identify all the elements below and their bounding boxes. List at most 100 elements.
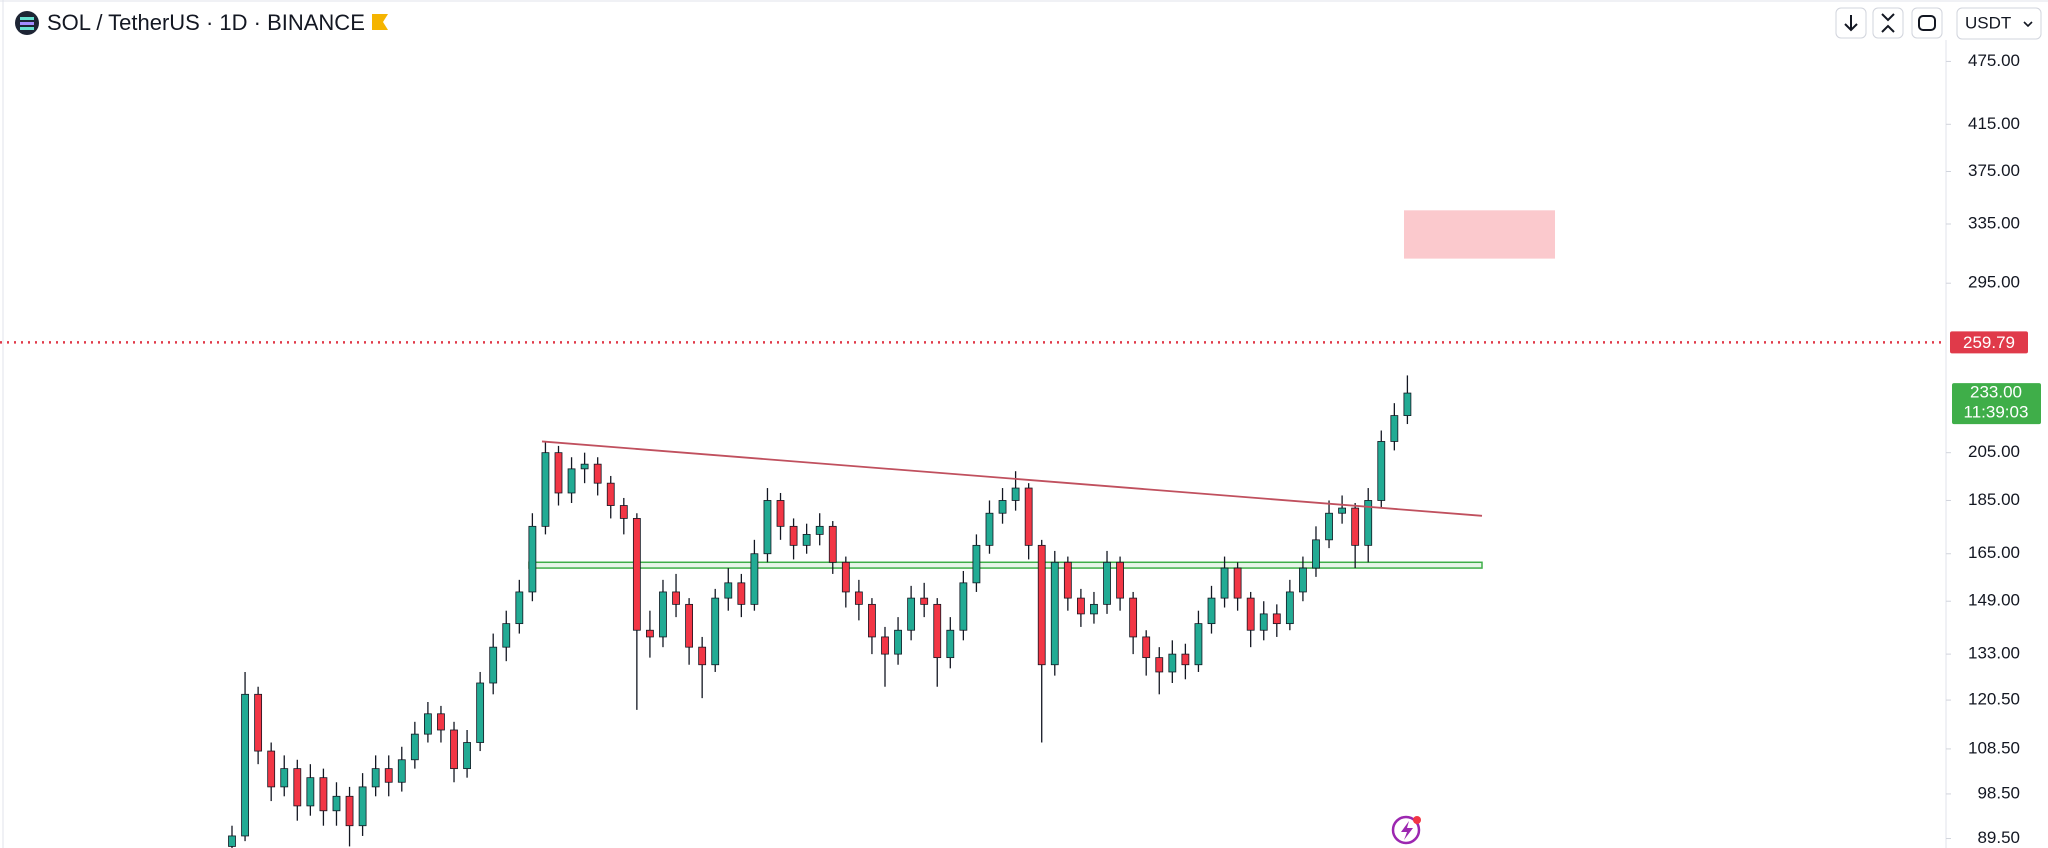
last-price-label-bg [1952, 383, 2041, 425]
candle-body [580, 463, 589, 470]
y-tick-label: 98.50 [1977, 783, 2020, 802]
collapse-button[interactable] [1872, 7, 1904, 39]
candle-body [358, 786, 367, 827]
candle-body [1364, 500, 1373, 546]
currency-label: USDT [1965, 13, 2011, 32]
candle-body [1037, 544, 1046, 666]
candle-body [646, 629, 654, 638]
candle-body [1220, 567, 1229, 599]
candle-body [724, 582, 733, 599]
candle-body [841, 561, 850, 593]
y-tick-label: 120.50 [1968, 690, 2020, 709]
candle-body [528, 525, 537, 593]
candle-body [619, 505, 628, 519]
y-tick-label: 185.00 [1968, 490, 2020, 509]
candle-body [1259, 613, 1268, 631]
y-tick-label: 375.00 [1968, 161, 2020, 180]
candle-body [972, 544, 981, 584]
candle-body [815, 525, 824, 535]
candle-body [1285, 591, 1294, 625]
y-tick-label: 335.00 [1968, 213, 2020, 232]
candle-body [371, 768, 380, 788]
candle-body [1194, 623, 1203, 666]
y-tick-label: 89.50 [1977, 828, 2020, 847]
candle-body [1351, 507, 1360, 546]
candle-body [332, 795, 341, 812]
y-tick-label: 415.00 [1968, 114, 2020, 133]
candle-body [293, 768, 302, 807]
candle-body [606, 482, 615, 506]
candle-body [1011, 487, 1020, 501]
candle-body [397, 759, 406, 783]
candle-body [319, 777, 328, 812]
candle-body [1155, 657, 1164, 673]
candle-body [541, 452, 550, 527]
candle-body [554, 452, 563, 494]
candle-body [1246, 597, 1255, 631]
candle-body [1103, 561, 1111, 605]
candle-body [685, 603, 693, 648]
candle-body [1077, 597, 1085, 615]
candle-body [502, 623, 511, 648]
candle-body [1090, 603, 1098, 615]
candle-body [489, 646, 498, 684]
candle-body [776, 500, 785, 527]
alert-label: 259.79 [1963, 333, 2015, 352]
candle-body [737, 582, 746, 605]
candle-body [1299, 567, 1307, 593]
y-tick-label: 149.00 [1968, 591, 2020, 610]
candle-body [254, 693, 263, 752]
candle-body [632, 518, 641, 631]
candle-body [567, 468, 576, 494]
candle-body [1377, 441, 1386, 501]
candle-body [476, 682, 485, 743]
candle-body [920, 597, 929, 605]
candle-body [1338, 507, 1346, 514]
candle-body [1168, 653, 1177, 673]
candle-body [463, 742, 471, 770]
candle-body [946, 629, 955, 659]
scroll-down-button[interactable] [1835, 7, 1867, 39]
last-price-label: 233.00 [1970, 383, 2022, 402]
candle-body [959, 582, 968, 631]
refresh-button[interactable] [1911, 7, 1943, 39]
candle-body [998, 500, 1007, 514]
symbol-icon [15, 11, 39, 35]
support-zone [528, 561, 1483, 569]
candle-body [1390, 415, 1399, 442]
y-tick-label: 295.00 [1968, 273, 2020, 292]
candle-body [280, 768, 289, 788]
candle-body [1403, 392, 1412, 416]
chart-title: SOL / TetherUS · 1D · BINANCE [47, 10, 365, 35]
y-tick-label: 133.00 [1968, 644, 2020, 663]
candle-body [1050, 561, 1059, 666]
candle-body [789, 525, 798, 546]
y-tick-label: 205.00 [1968, 442, 2020, 461]
candle-body [410, 733, 419, 761]
candle-body [1063, 561, 1072, 599]
candle-body [933, 603, 942, 659]
y-tick-label: 108.50 [1968, 738, 2020, 757]
candle-body [1272, 613, 1281, 625]
candle-body [450, 729, 458, 770]
candle-body [1181, 653, 1190, 666]
candle-body [267, 750, 276, 788]
currency-dropdown[interactable]: USDT [1956, 7, 2042, 40]
candle-body [593, 463, 602, 484]
candle-body [1325, 512, 1333, 541]
candle-body [854, 591, 863, 605]
candle-body [228, 835, 236, 847]
candle-body [868, 603, 876, 638]
candle-body [894, 629, 902, 655]
lightning-icon[interactable] [1391, 815, 1421, 845]
flag-icon[interactable] [372, 14, 388, 30]
plot-area [0, 210, 1946, 848]
candle-body [907, 597, 916, 631]
candle-body [1024, 487, 1033, 546]
candle-body [1207, 597, 1216, 625]
y-tick-label: 475.00 [1968, 51, 2020, 70]
candle-body [384, 768, 393, 783]
y-tick-label: 165.00 [1968, 543, 2020, 562]
